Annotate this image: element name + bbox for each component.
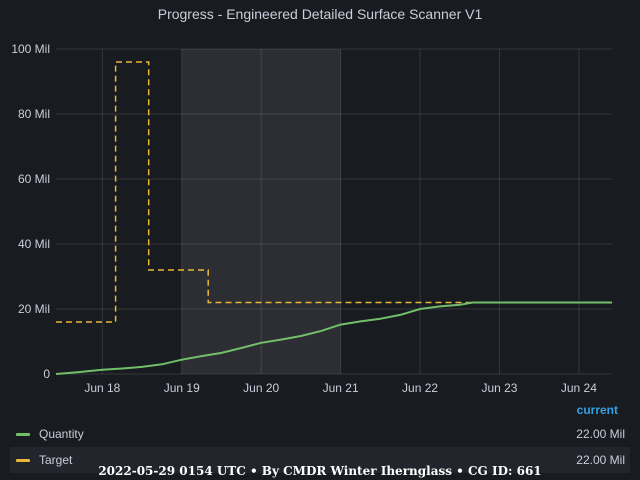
legend-item-target[interactable]: Target 22.00 Mil xyxy=(10,447,630,473)
x-tick-label: Jun 20 xyxy=(243,381,279,395)
y-tick-label: 40 Mil xyxy=(18,237,50,251)
highlight-band xyxy=(181,49,341,374)
legend-label: Quantity xyxy=(39,427,84,441)
x-tick-label: Jun 18 xyxy=(84,381,120,395)
panel-title: Progress - Engineered Detailed Surface S… xyxy=(157,6,483,22)
y-tick-label: 100 Mil xyxy=(11,42,50,56)
x-tick-label: Jun 23 xyxy=(481,381,517,395)
y-axis: 0 20 Mil 40 Mil 60 Mil 80 Mil 100 Mil xyxy=(11,42,50,381)
legend-swatch xyxy=(16,433,30,436)
legend-value: 22.00 Mil xyxy=(576,427,625,441)
y-tick-label: 0 xyxy=(43,367,50,381)
footer-credit: 2022-05-29 0154 UTC • By CMDR Winter Ihe… xyxy=(98,464,542,478)
legend-label: Target xyxy=(39,453,73,467)
y-tick-label: 60 Mil xyxy=(18,172,50,186)
series-layer xyxy=(55,61,612,375)
legend-swatch xyxy=(16,459,30,462)
y-tick-label: 80 Mil xyxy=(18,107,50,121)
grid xyxy=(56,48,612,375)
series-line-quantity xyxy=(55,301,612,375)
x-tick-label: Jun 24 xyxy=(561,381,597,395)
highlight-region xyxy=(181,49,341,374)
y-tick-label: 20 Mil xyxy=(18,302,50,316)
legend-item-quantity[interactable]: Quantity 22.00 Mil xyxy=(10,421,630,447)
legend-header-current[interactable]: current xyxy=(576,403,618,417)
x-tick-label: Jun 22 xyxy=(402,381,438,395)
x-tick-label: Jun 21 xyxy=(323,381,359,395)
legend-value: 22.00 Mil xyxy=(576,453,625,467)
x-tick-label: Jun 19 xyxy=(164,381,200,395)
series-line-target xyxy=(56,61,612,323)
x-axis: Jun 18 Jun 19 Jun 20 Jun 21 Jun 22 Jun 23 Jun … xyxy=(84,381,597,395)
